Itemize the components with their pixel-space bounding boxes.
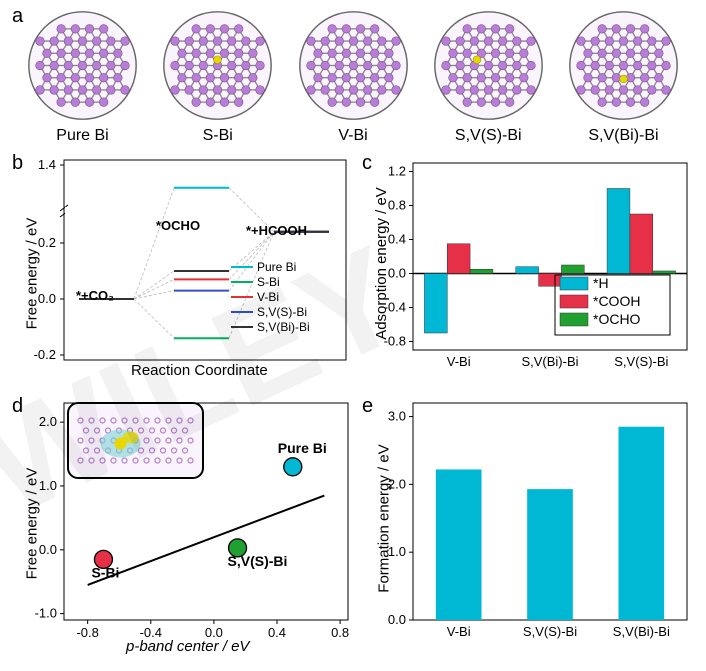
structure-label: S,V(Bi)-Bi (561, 127, 686, 145)
panel-d-chart: -0.8-0.40.00.40.8-1.00.01.02.0Pure BiS,V… (16, 395, 361, 660)
svg-text:V-Bi: V-Bi (257, 290, 279, 304)
panel-c-ylabel: Adsorption energy / eV (373, 187, 390, 340)
svg-text:S,V(S)-Bi: S,V(S)-Bi (614, 354, 668, 369)
svg-text:0.8: 0.8 (331, 625, 349, 640)
svg-text:S,V(S)-Bi: S,V(S)-Bi (523, 624, 577, 639)
svg-text:S,V(S)-Bi: S,V(S)-Bi (228, 553, 288, 569)
svg-text:0.4: 0.4 (388, 232, 406, 247)
svg-text:1.2: 1.2 (388, 164, 406, 179)
svg-text:S-Bi: S-Bi (91, 564, 119, 580)
structure-S-Bi: S-Bi (155, 8, 280, 153)
svg-text:S,V(Bi)-Bi: S,V(Bi)-Bi (521, 354, 578, 369)
panel-d-xlabel: p-band center / eV (126, 638, 249, 655)
svg-text:0.8: 0.8 (388, 198, 406, 213)
structure-PureBi: Pure Bi (20, 8, 145, 153)
svg-text:-0.8: -0.8 (76, 625, 98, 640)
structure-label: S,V(S)-Bi (426, 127, 551, 145)
structure-V-Bi: V-Bi (291, 8, 416, 153)
svg-text:1.4: 1.4 (38, 157, 56, 172)
svg-text:*OCHO: *OCHO (156, 218, 200, 233)
svg-text:*+HCOOH: *+HCOOH (246, 223, 307, 238)
panel-d: -0.8-0.40.00.40.8-1.00.01.02.0Pure BiS,V… (16, 395, 361, 660)
svg-text:Pure Bi: Pure Bi (257, 260, 296, 274)
structure-label: Pure Bi (20, 127, 145, 145)
structure-label: S-Bi (155, 127, 280, 145)
svg-text:0.0: 0.0 (388, 612, 406, 627)
svg-text:S,V(Bi)-Bi: S,V(Bi)-Bi (613, 624, 670, 639)
panel-c: -0.8-0.40.00.40.81.2V-BiS,V(Bi)-BiS,V(S)… (365, 155, 700, 380)
structure-label: V-Bi (291, 127, 416, 145)
svg-text:0.2: 0.2 (38, 235, 56, 250)
panel-e-ylabel: Formation energy / eV (376, 444, 393, 592)
panel-b-ylabel: Free energy / eV (23, 218, 40, 330)
svg-text:*H: *H (593, 275, 609, 291)
svg-text:-1.0: -1.0 (35, 606, 57, 621)
svg-text:*OCHO: *OCHO (593, 311, 641, 327)
svg-text:1.0: 1.0 (39, 478, 57, 493)
panel-d-ylabel: Free energy / eV (23, 468, 40, 580)
structure-SVS-Bi: S,V(S)-Bi (426, 8, 551, 153)
svg-text:-0.2: -0.2 (34, 347, 56, 362)
svg-text:0.0: 0.0 (388, 266, 406, 281)
panel-e: 0.01.02.03.0V-BiS,V(S)-BiS,V(Bi)-Bi Form… (365, 395, 700, 660)
svg-text:Pure Bi: Pure Bi (278, 440, 327, 456)
panel-a: Pure Bi S-Bi V-Bi S,V(S)-Bi S,V(Bi)-Bi (20, 8, 686, 153)
svg-text:0.0: 0.0 (38, 291, 56, 306)
svg-text:S,V(Bi)-Bi: S,V(Bi)-Bi (257, 320, 310, 334)
svg-text:V-Bi: V-Bi (447, 624, 471, 639)
svg-text:*+CO₂: *+CO₂ (76, 288, 114, 303)
svg-text:2.0: 2.0 (39, 414, 57, 429)
svg-text:V-Bi: V-Bi (447, 354, 471, 369)
svg-text:S-Bi: S-Bi (257, 275, 280, 289)
svg-text:*COOH: *COOH (593, 293, 640, 309)
structure-SVBi-Bi: S,V(Bi)-Bi (561, 8, 686, 153)
panel-b-xlabel: Reaction Coordinate (131, 362, 268, 379)
panel-b-chart: -0.2 0.0 0.2 1.4 *+CO₂ *OCHO *+HCOOH Pure BiS-B… (16, 155, 361, 380)
panel-c-chart: -0.8-0.40.00.40.81.2V-BiS,V(Bi)-BiS,V(S)… (365, 155, 700, 380)
svg-text:S,V(S)-Bi: S,V(S)-Bi (257, 305, 307, 319)
panel-b: -0.2 0.0 0.2 1.4 *+CO₂ *OCHO *+HCOOH Pure BiS-B… (16, 155, 361, 380)
svg-text:3.0: 3.0 (388, 409, 406, 424)
svg-text:0.0: 0.0 (39, 542, 57, 557)
svg-text:0.4: 0.4 (268, 625, 286, 640)
panel-e-chart: 0.01.02.03.0V-BiS,V(S)-BiS,V(Bi)-Bi (365, 395, 700, 660)
